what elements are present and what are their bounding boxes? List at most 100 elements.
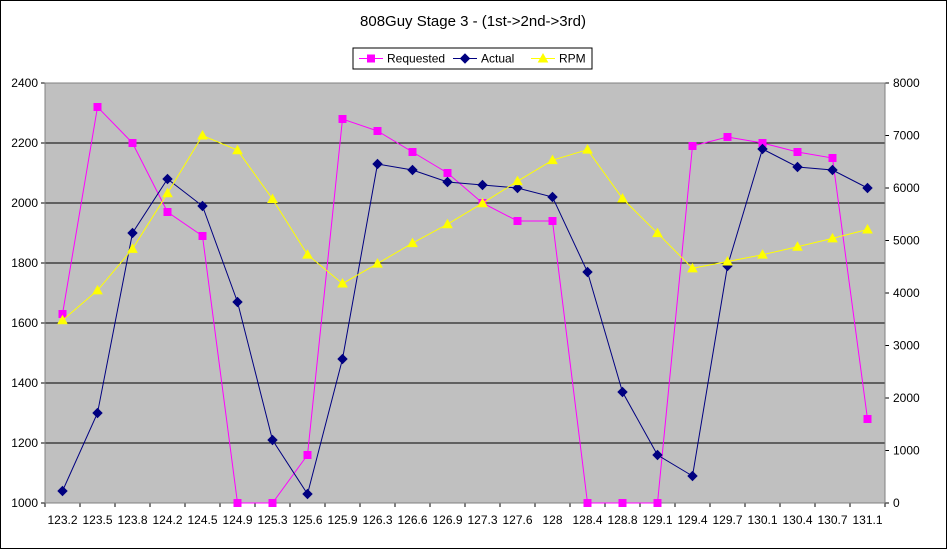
x-tick-label: 126.9: [432, 513, 462, 527]
data-point-rpm: [582, 144, 593, 154]
data-point-requested: [513, 217, 522, 225]
data-point-actual: [337, 353, 348, 365]
data-point-requested: [198, 232, 207, 240]
data-point-actual: [477, 179, 488, 191]
x-tick-label: 131.1: [852, 513, 882, 527]
x-tick-label: 124.5: [187, 513, 217, 527]
data-point-actual: [232, 296, 243, 308]
legend-label-requested: Requested: [387, 52, 445, 66]
legend-label-actual: Actual: [481, 52, 514, 66]
y-right-tick-label: 3000: [893, 339, 920, 353]
data-point-requested: [548, 217, 557, 225]
x-tick-label: 129.4: [677, 513, 707, 527]
data-point-rpm: [687, 262, 698, 273]
data-point-actual: [547, 191, 558, 203]
x-tick-label: 130.1: [747, 513, 777, 527]
legend-label-rpm: RPM: [559, 52, 586, 66]
x-tick-label: 123.8: [117, 513, 147, 527]
data-point-rpm: [267, 193, 278, 204]
data-point-actual: [827, 164, 838, 176]
y-right-tick-label: 8000: [893, 76, 920, 90]
data-point-actual: [617, 386, 628, 398]
data-point-rpm: [862, 223, 873, 234]
data-point-actual: [687, 470, 698, 482]
data-point-rpm: [407, 237, 418, 248]
y-left-tick-label: 2400: [11, 76, 38, 90]
x-tick-label: 125.3: [257, 513, 287, 527]
data-point-actual: [652, 449, 663, 461]
x-tick-label: 123.2: [47, 513, 77, 527]
data-point-requested: [128, 139, 137, 147]
data-point-actual: [512, 182, 523, 194]
x-tick-label: 129.1: [642, 513, 672, 527]
data-point-actual: [302, 488, 313, 500]
y-left-tick-label: 2200: [11, 136, 38, 150]
data-point-actual: [162, 173, 173, 185]
x-tick-label: 127.3: [467, 513, 497, 527]
y-right-tick-label: 6000: [893, 181, 920, 195]
x-tick-label: 126.6: [397, 513, 427, 527]
y-left-tick-label: 2000: [11, 196, 38, 210]
plot-area: 1000 1200 1400 1600 1800 2000 2200 2400 0 1000 200…: [11, 76, 920, 527]
x-tick-label: 130.4: [782, 513, 812, 527]
x-tick-label: 125.9: [327, 513, 357, 527]
plot-background: [45, 83, 885, 503]
data-point-actual: [582, 266, 593, 278]
series-line-requested: [62, 105, 868, 504]
x-tick-label: 127.6: [502, 513, 532, 527]
series-line-rpm: [62, 134, 868, 321]
data-point-actual: [372, 158, 383, 170]
data-point-actual: [127, 227, 138, 239]
data-point-rpm: [57, 314, 68, 325]
data-point-rpm: [792, 241, 803, 251]
data-point-rpm: [442, 218, 453, 229]
data-point-rpm: [92, 284, 103, 295]
data-point-actual: [862, 182, 873, 194]
data-point-requested: [93, 103, 102, 111]
y-right-tick-label: 5000: [893, 234, 920, 248]
data-point-rpm: [127, 243, 138, 253]
data-point-rpm: [512, 175, 523, 186]
x-tick-label: 128.8: [607, 513, 637, 527]
data-point-requested: [723, 133, 732, 141]
y-right-tick-label: 1000: [893, 444, 920, 458]
data-point-rpm: [652, 227, 663, 238]
chart-title: 808Guy Stage 3 - (1st->2nd->3rd): [360, 13, 586, 30]
data-point-requested: [408, 148, 417, 156]
data-point-actual: [757, 143, 768, 155]
data-point-requested: [653, 499, 662, 507]
data-point-rpm: [547, 154, 558, 165]
y-left-tick-label: 1600: [11, 316, 38, 330]
data-point-actual: [442, 176, 453, 188]
data-point-requested: [233, 499, 242, 507]
data-point-actual: [407, 164, 418, 176]
x-tick-label: 123.5: [82, 513, 112, 527]
data-point-requested: [163, 208, 172, 216]
data-point-requested: [618, 499, 627, 507]
data-point-rpm: [197, 129, 208, 140]
data-point-requested: [863, 415, 872, 423]
y-right-tick-label: 2000: [893, 391, 920, 405]
data-point-requested: [303, 451, 312, 459]
data-point-requested: [828, 154, 837, 162]
data-point-actual: [267, 434, 278, 446]
y-right-tick-label: 7000: [893, 129, 920, 143]
data-point-requested: [583, 499, 592, 507]
data-point-actual: [792, 161, 803, 173]
y-left-tick-label: 1800: [11, 256, 38, 270]
data-point-actual: [92, 407, 103, 419]
data-point-requested: [338, 115, 347, 123]
data-point-rpm: [337, 278, 348, 288]
data-point-rpm: [477, 197, 488, 208]
x-tick-label: 130.7: [817, 513, 847, 527]
y-right-tick-label: 4000: [893, 286, 920, 300]
legend-marker-rpm: [537, 52, 549, 63]
x-tick-label: 125.6: [292, 513, 322, 527]
y-left-tick-label: 1400: [11, 376, 38, 390]
data-point-rpm: [162, 187, 173, 198]
data-point-rpm: [372, 258, 383, 268]
legend-marker-actual: [459, 53, 471, 64]
data-point-requested: [373, 127, 382, 135]
